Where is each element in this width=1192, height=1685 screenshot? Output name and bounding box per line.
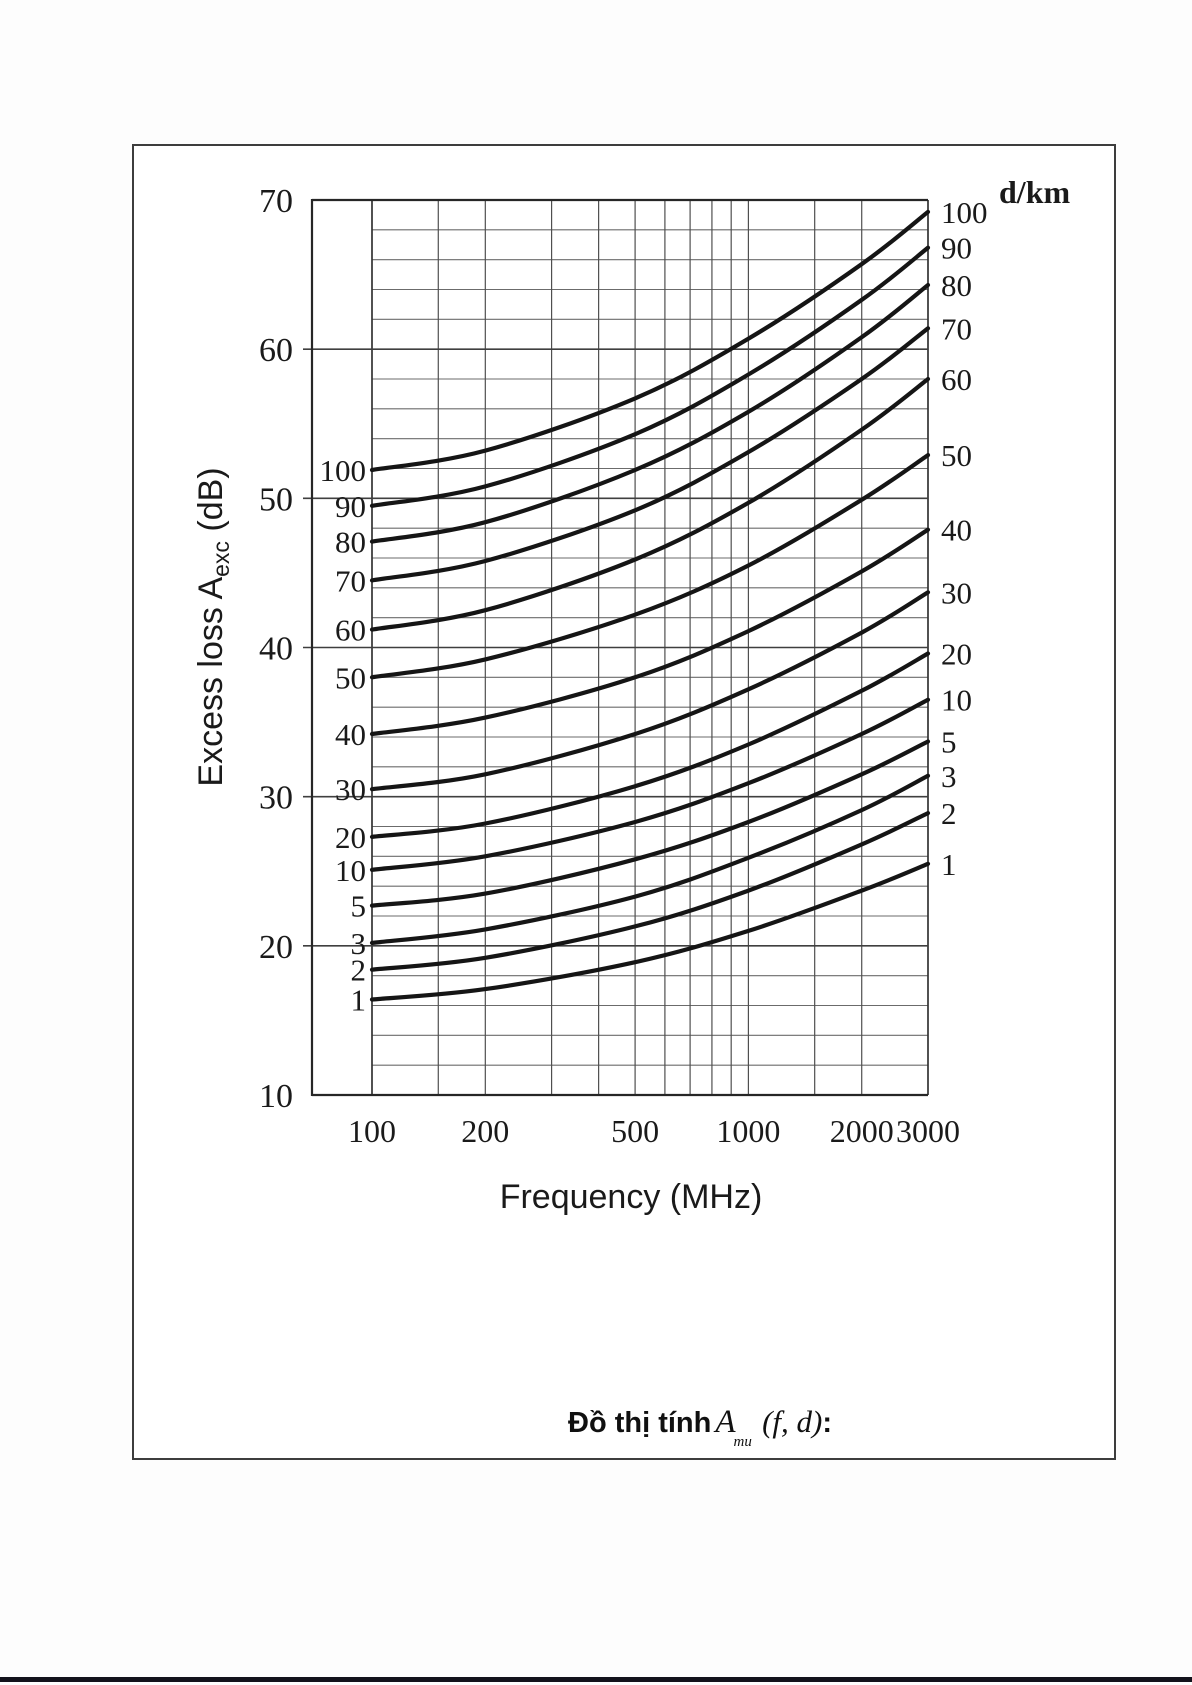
legend-label-d-km: d/km bbox=[999, 174, 1070, 210]
curve-label-right-100: 100 bbox=[941, 195, 988, 230]
curve-d-1 bbox=[369, 861, 931, 1002]
curve-d-20 bbox=[369, 651, 931, 839]
curve-label-left-10: 10 bbox=[335, 853, 366, 888]
curve-label-left-50: 50 bbox=[335, 660, 366, 695]
x-tick-label-3000: 3000 bbox=[896, 1113, 960, 1149]
y-tick-label-30: 30 bbox=[259, 780, 293, 817]
curve-label-left-60: 60 bbox=[335, 613, 366, 648]
curve-d-2 bbox=[369, 811, 931, 972]
curve-label-right-70: 70 bbox=[941, 311, 972, 346]
curve-label-left-90: 90 bbox=[335, 489, 366, 524]
curve-label-left-40: 40 bbox=[335, 717, 366, 752]
curve-d-90 bbox=[369, 245, 931, 508]
curve-label-left-3: 3 bbox=[351, 926, 367, 961]
y-axis-title-group: Excess loss Aexc (dB) bbox=[192, 467, 234, 786]
caption-formula-subscript: mu bbox=[733, 1433, 752, 1450]
y-tick-label-50: 50 bbox=[259, 481, 293, 518]
curve-label-left-100: 100 bbox=[320, 453, 367, 488]
curve-label-right-3: 3 bbox=[941, 759, 957, 794]
y-axis-title: Excess loss Aexc (dB) bbox=[192, 467, 234, 786]
figure-caption: Đồ thị tính Amu (f, d): bbox=[568, 1404, 833, 1450]
curve-d-60 bbox=[369, 376, 931, 632]
curve-label-right-30: 30 bbox=[941, 575, 972, 610]
caption-prefix: Đồ thị tính bbox=[568, 1407, 712, 1439]
caption-formula-args: (f, d) bbox=[762, 1404, 823, 1439]
curve-d-5 bbox=[369, 739, 931, 908]
caption-colon: : bbox=[822, 1407, 833, 1439]
curve-label-left-70: 70 bbox=[335, 563, 366, 598]
curve-label-right-1: 1 bbox=[941, 847, 957, 882]
y-tick-label-70: 70 bbox=[259, 183, 293, 220]
curve-label-left-80: 80 bbox=[335, 525, 366, 560]
curve-d-30 bbox=[369, 590, 931, 792]
page-bottom-rule bbox=[0, 1677, 1192, 1682]
x-tick-label-200: 200 bbox=[461, 1113, 509, 1149]
curve-d-70 bbox=[369, 326, 931, 583]
curve-d-3 bbox=[369, 773, 931, 945]
curve-label-right-10: 10 bbox=[941, 683, 972, 718]
x-tick-label-2000: 2000 bbox=[830, 1113, 894, 1149]
figure-box bbox=[132, 144, 1116, 1460]
x-tick-label-500: 500 bbox=[611, 1113, 659, 1149]
curve-d-80 bbox=[369, 282, 931, 544]
y-tick-label-20: 20 bbox=[259, 929, 293, 966]
curve-label-left-5: 5 bbox=[351, 889, 367, 924]
curve-label-left-1: 1 bbox=[351, 983, 367, 1018]
curve-label-right-60: 60 bbox=[941, 362, 972, 397]
curve-d-50 bbox=[369, 453, 931, 680]
y-tick-label-60: 60 bbox=[259, 332, 293, 369]
x-tick-label-1000: 1000 bbox=[716, 1113, 780, 1149]
x-axis-title: Frequency (MHz) bbox=[500, 1178, 763, 1216]
curve-label-right-20: 20 bbox=[941, 636, 972, 671]
curve-label-right-50: 50 bbox=[941, 438, 972, 473]
curve-label-left-30: 30 bbox=[335, 772, 366, 807]
curve-d-10 bbox=[369, 697, 931, 872]
curve-label-right-80: 80 bbox=[941, 268, 972, 303]
curve-label-right-40: 40 bbox=[941, 513, 972, 548]
curve-label-left-2: 2 bbox=[351, 953, 367, 988]
curve-label-left-20: 20 bbox=[335, 820, 366, 855]
y-tick-label-10: 10 bbox=[259, 1078, 293, 1115]
curve-d-100 bbox=[369, 209, 931, 473]
y-tick-label-40: 40 bbox=[259, 631, 293, 668]
curve-d-40 bbox=[369, 527, 931, 737]
curve-label-right-2: 2 bbox=[941, 796, 957, 831]
curve-label-right-90: 90 bbox=[941, 231, 972, 266]
curve-label-right-5: 5 bbox=[941, 724, 957, 759]
x-tick-label-100: 100 bbox=[348, 1113, 396, 1149]
caption-formula-symbol: Amu bbox=[715, 1404, 752, 1450]
